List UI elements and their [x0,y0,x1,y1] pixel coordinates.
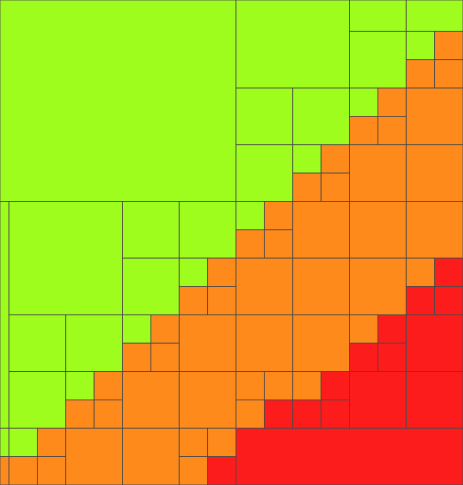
tile [178,427,209,458]
tile [178,257,209,287]
tile [349,0,407,32]
tile [377,87,407,117]
tile [178,286,209,316]
tile [405,30,436,61]
tile [0,456,10,485]
tile [178,456,209,485]
tile [93,399,123,429]
tile [8,371,67,429]
tile [349,314,379,344]
tile [349,144,407,202]
tile [207,257,237,287]
tile [8,314,67,372]
tile [292,314,350,372]
tile [320,399,350,429]
tile [122,201,180,259]
tile [0,427,10,458]
tile [207,456,237,485]
tile [0,0,237,202]
tile [235,257,294,316]
tile [36,427,67,458]
tile [349,116,379,146]
tile [349,342,379,372]
tile [405,0,463,32]
tile [122,342,152,372]
tile [207,286,237,316]
tile [405,314,463,372]
tile [235,201,265,231]
tile [8,456,38,485]
tile [150,314,180,344]
tile [434,59,463,89]
tile [292,87,350,146]
tile [235,87,294,146]
tile [122,314,152,344]
tile [263,399,294,429]
tile [235,399,265,429]
tile [320,172,350,202]
tile [349,87,379,117]
tile [377,314,407,344]
tile [207,427,237,458]
tile [93,371,123,401]
tile [65,399,95,429]
tile [292,172,322,202]
tile [122,371,180,429]
tile [235,371,265,401]
tile [235,229,265,259]
tile [235,0,350,89]
tile [235,144,294,202]
tile [405,257,436,287]
tile [0,201,10,429]
tile [235,427,463,485]
tile [178,371,237,429]
tile [263,229,294,259]
tile [434,30,463,61]
tile [405,371,463,429]
tile [405,286,436,316]
tile [434,257,463,287]
tile [405,59,436,89]
tile [292,371,322,401]
tile [292,399,322,429]
tile [65,371,95,401]
tile [178,201,237,259]
tile [235,314,294,372]
tile [292,144,322,174]
tile [8,427,38,458]
tile [150,342,180,372]
tile [377,342,407,372]
tile [349,371,407,429]
tile [434,286,463,316]
tile [122,427,180,485]
tile [405,144,463,202]
tile [8,201,123,316]
tile [320,371,350,401]
tile [377,116,407,146]
tile [65,314,123,372]
tile [349,257,407,316]
tile [349,30,407,89]
tile [65,427,123,485]
tile [292,201,350,259]
tile [405,87,463,146]
tile [178,314,237,372]
tile [349,201,407,259]
tile [320,144,350,174]
tile [405,201,463,259]
tile [263,371,294,401]
tile [292,257,350,316]
tile [36,456,67,485]
tile [263,201,294,231]
tile [122,257,180,316]
